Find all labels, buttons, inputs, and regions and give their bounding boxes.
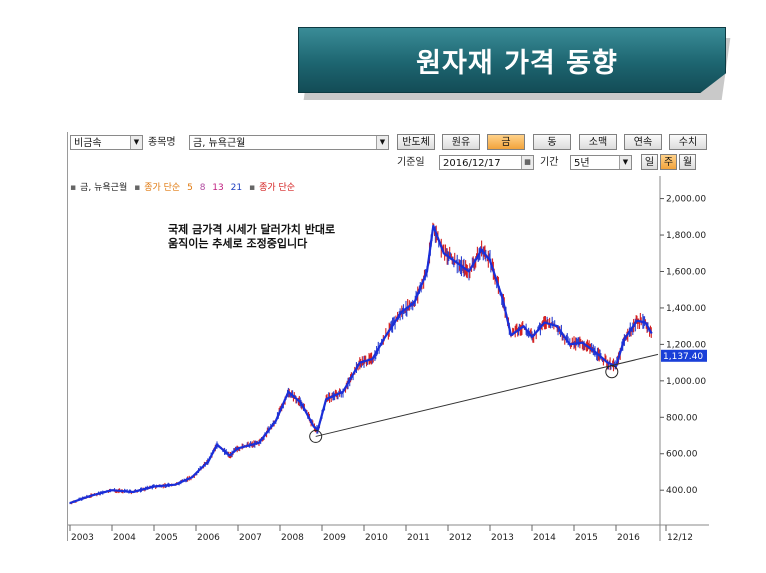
legend-bullet-icon: ▪ [248,183,256,193]
legend-ma-13: 13 [212,183,224,193]
legend-price-label: 종가 단순 [259,183,296,193]
base-date-label: 기준일 [397,157,425,168]
base-date-value: 2016/12/17 [443,158,501,169]
banner-title: 원자재 가격 동향 [416,47,618,79]
x-tick-label: 12/12 [667,533,693,541]
button-wheat[interactable]: 소맥 [579,134,617,150]
button-gold[interactable]: 금 [487,134,525,150]
chart-overlay [309,353,659,443]
item-label: 종목명 [148,137,176,148]
x-tick-label: 2008 [281,533,304,541]
price-chart[interactable]: 2,000.00 1,800.00 1,600.00 1,400.00 1,200.00… [68,176,709,541]
button-values[interactable]: 수치 [669,134,707,150]
support-trendline [315,353,659,437]
x-tick-label: 2015 [575,533,598,541]
button-weekly[interactable]: 주 [660,154,677,170]
x-tick-label: 2004 [113,533,136,541]
period-select-value: 5년 [574,158,590,169]
calendar-icon[interactable]: ▦ [521,156,533,169]
moving-average-line [69,224,653,505]
y-tick-label: 1,800.00 [666,231,706,241]
x-tick-label: 2003 [71,533,94,541]
current-value-badge [661,349,707,362]
x-tick-label: 2010 [365,533,388,541]
legend-bullet-icon: ▪ [134,183,141,193]
legend-bullet-icon: ▪ [70,183,77,193]
chevron-down-icon: ▼ [376,136,388,149]
y-tick-label: 1,200.00 [666,340,706,350]
support-circle [605,365,619,379]
chevron-down-icon: ▼ [619,156,631,169]
x-tick-label: 2006 [197,533,220,541]
chart-legend: ▪ 금, 뉴욕근월 ▪ 종가 단순 5 8 13 21 ▪ 종가 단순 [70,180,299,193]
item-select-value: 금, 뉴욕근월 [193,138,246,149]
chart-window: 비금속 ▼ 종목명 금, 뉴욕근월 ▼ 반도체 원유 금 동 소맥 연속 수치 … [67,132,709,541]
toolbar-bottom: 기준일 2016/12/17 ▦ 기간 5년 ▼ 일 주 월 [68,154,709,172]
x-tick-label: 2013 [491,533,514,541]
title-banner: 원자재 가격 동향 [298,27,726,93]
chevron-down-icon: ▼ [130,136,142,149]
chart-axes: 2,000.00 1,800.00 1,600.00 1,400.00 1,200.00… [68,176,709,541]
button-monthly[interactable]: 월 [679,154,696,170]
support-circle [309,429,323,443]
current-value-label: 1,137.40 [663,352,703,362]
x-tick-label: 2016 [617,533,640,541]
y-tick-label: 800.00 [666,413,698,423]
y-tick-label: 2,000.00 [666,195,706,205]
button-daily[interactable]: 일 [641,154,658,170]
x-tick-label: 2005 [155,533,178,541]
item-select[interactable]: 금, 뉴욕근월 ▼ [189,135,389,150]
toolbar-top: 비금속 ▼ 종목명 금, 뉴욕근월 ▼ 반도체 원유 금 동 소맥 연속 수치 [68,133,709,151]
period-select[interactable]: 5년 ▼ [570,155,632,170]
chart-series [69,222,653,505]
annotation-line-1: 국제 금가격 시세가 달러가치 반대로 [168,223,336,236]
legend-ma-21: 21 [230,183,243,193]
legend-ma-5: 5 [187,183,193,193]
y-tick-label: 1,400.00 [666,304,706,314]
legend-ma-label: 종가 단순 [144,183,181,193]
y-tick-label: 600.00 [666,450,698,460]
button-continuous[interactable]: 연속 [624,134,662,150]
y-tick-label: 1,600.00 [666,267,706,277]
legend-ma-8: 8 [199,183,206,193]
category-select-value: 비금속 [74,138,102,149]
base-date-field[interactable]: 2016/12/17 ▦ [439,155,534,170]
button-crude-oil[interactable]: 원유 [442,134,480,150]
period-label: 기간 [540,157,559,168]
annotation-line-2: 움직이는 추세로 조정중입니다 [168,237,308,250]
chart-annotation: 국제 금가격 시세가 달러가치 반대로 움직이는 추세로 조정중입니다 [168,223,335,251]
button-copper[interactable]: 동 [533,134,571,150]
x-tick-label: 2012 [449,533,472,541]
y-tick-label: 400.00 [666,486,698,496]
x-tick-label: 2007 [239,533,262,541]
button-semiconductor[interactable]: 반도체 [397,134,435,150]
category-select[interactable]: 비금속 ▼ [70,135,143,150]
y-tick-label: 1,000.00 [666,377,706,387]
x-tick-label: 2011 [407,533,430,541]
x-tick-label: 2009 [323,533,346,541]
x-tick-label: 2014 [533,533,556,541]
legend-item: 금, 뉴욕근월 [80,183,128,193]
